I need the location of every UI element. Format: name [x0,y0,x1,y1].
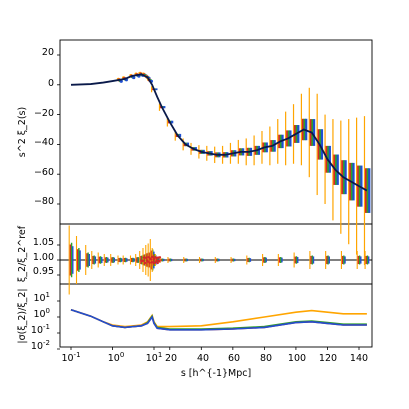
plot-marks [57,54,372,350]
top-ytick-0: 0 [48,78,54,89]
bot-ytick-10-m1: 10-1 [31,323,50,336]
top-ytick-20: 20 [42,47,54,58]
mid-point-red [143,261,147,265]
mid-point-red [158,256,162,259]
top-reference-line [70,73,368,192]
mid-ytick-095: 0.95 [33,266,54,277]
mid-ytick-100: 1.00 [33,252,54,263]
top-point-blue [132,75,136,80]
xtick-80: 80 [260,353,272,364]
xtick-20: 20 [165,353,177,364]
top-ytick-m40: −40 [34,137,54,148]
mid-point-red [155,259,158,262]
xtick-log-0: 100 [108,351,125,364]
xtick-40: 40 [197,353,209,364]
bot-ytick-10-m2: 10-2 [31,339,50,352]
xtick-log-1: 101 [146,351,163,364]
bottom-line-orange [70,309,367,328]
bottom-ylabel: |σ(ξ_2)/ξ_2| [17,288,28,343]
xtick-140: 140 [350,353,368,364]
xtick-120: 120 [319,353,337,364]
bot-ytick-exp-m2: -2 [43,339,50,347]
bot-ytick-10-0: 100 [33,307,50,320]
bot-ytick-exp-0: 0 [46,307,50,315]
mid-point-red [147,255,150,259]
bottom-panel-frame [59,283,373,348]
top-ytick-m80: −80 [34,196,54,207]
bot-ytick-10-1: 101 [33,291,50,304]
xtick-log-m1: 10-1 [61,351,80,364]
mid-point-red [148,261,151,264]
bot-ytick-exp-m1: -1 [43,323,50,331]
mid-point-red [156,261,159,265]
mid-point-red [142,256,146,259]
xtick-60: 60 [228,353,240,364]
top-ytick-m60: −60 [34,167,54,178]
mid-point-red [149,258,153,261]
mid-point-red [141,259,144,262]
xtick-100: 100 [288,353,306,364]
top-ylabel: s^2 ξ_2(s) [17,107,28,157]
middle-ylabel: ξ_2/ξ_2^ref [17,225,28,282]
mid-point-red [146,260,150,263]
mid-point-red [144,256,148,260]
mid-point-red [158,260,161,263]
top-ytick-m20: −20 [34,108,54,119]
bottom-line-blue [70,309,367,331]
mid-ytick-105: 1.05 [33,237,54,248]
bot-ytick-exp-1: 1 [46,291,50,299]
xlabel: s [h^{-1}Mpc] [181,368,251,379]
mid-point-red [151,255,154,259]
